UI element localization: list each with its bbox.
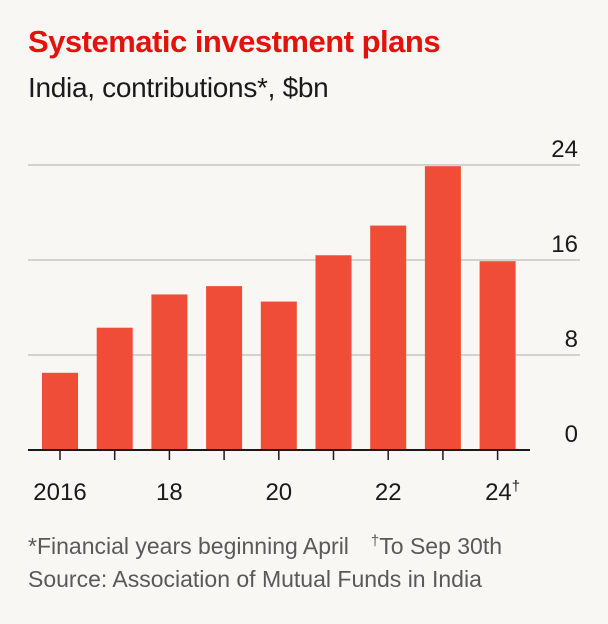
dagger-mark: † bbox=[370, 532, 380, 550]
footnote-to-date-text: To Sep 30th bbox=[379, 533, 503, 559]
bar-2017 bbox=[96, 327, 133, 450]
y-tick-label-0: 0 bbox=[565, 421, 578, 448]
bar-2024 bbox=[479, 261, 516, 450]
y-tick-label-24: 24 bbox=[551, 136, 578, 163]
bar-2022 bbox=[370, 225, 407, 450]
x-tick-label-2020: 20 bbox=[265, 479, 292, 506]
bar-2016 bbox=[42, 372, 78, 450]
bar-2019 bbox=[206, 286, 243, 450]
x-tick-label-2024: 24† bbox=[485, 478, 520, 506]
bar-2020 bbox=[260, 301, 297, 450]
bar-2023 bbox=[424, 166, 461, 450]
x-tick-label-2018: 18 bbox=[156, 479, 183, 506]
chart-title: Systematic investment plans bbox=[28, 24, 441, 59]
x-tick-label-dagger: † bbox=[512, 478, 520, 495]
bar-2018 bbox=[151, 294, 188, 450]
y-tick-label-16: 16 bbox=[551, 231, 578, 258]
bar-2021 bbox=[315, 255, 352, 450]
bar-chart: 0 8 16 24 2016 18 20 22 24† bbox=[28, 136, 580, 506]
y-tick-label-8: 8 bbox=[565, 326, 578, 353]
footnote-to-date: †To Sep 30th bbox=[371, 530, 502, 563]
footnotes: *Financial years beginning April †To Sep… bbox=[28, 530, 502, 596]
chart-subtitle: India, contributions*, $bn bbox=[28, 72, 329, 103]
x-tick-label-2022: 22 bbox=[375, 479, 402, 506]
footnote-financial-years: *Financial years beginning April bbox=[28, 533, 349, 559]
source-note: Source: Association of Mutual Funds in I… bbox=[28, 566, 482, 592]
x-tick-label-2016: 2016 bbox=[33, 479, 86, 506]
